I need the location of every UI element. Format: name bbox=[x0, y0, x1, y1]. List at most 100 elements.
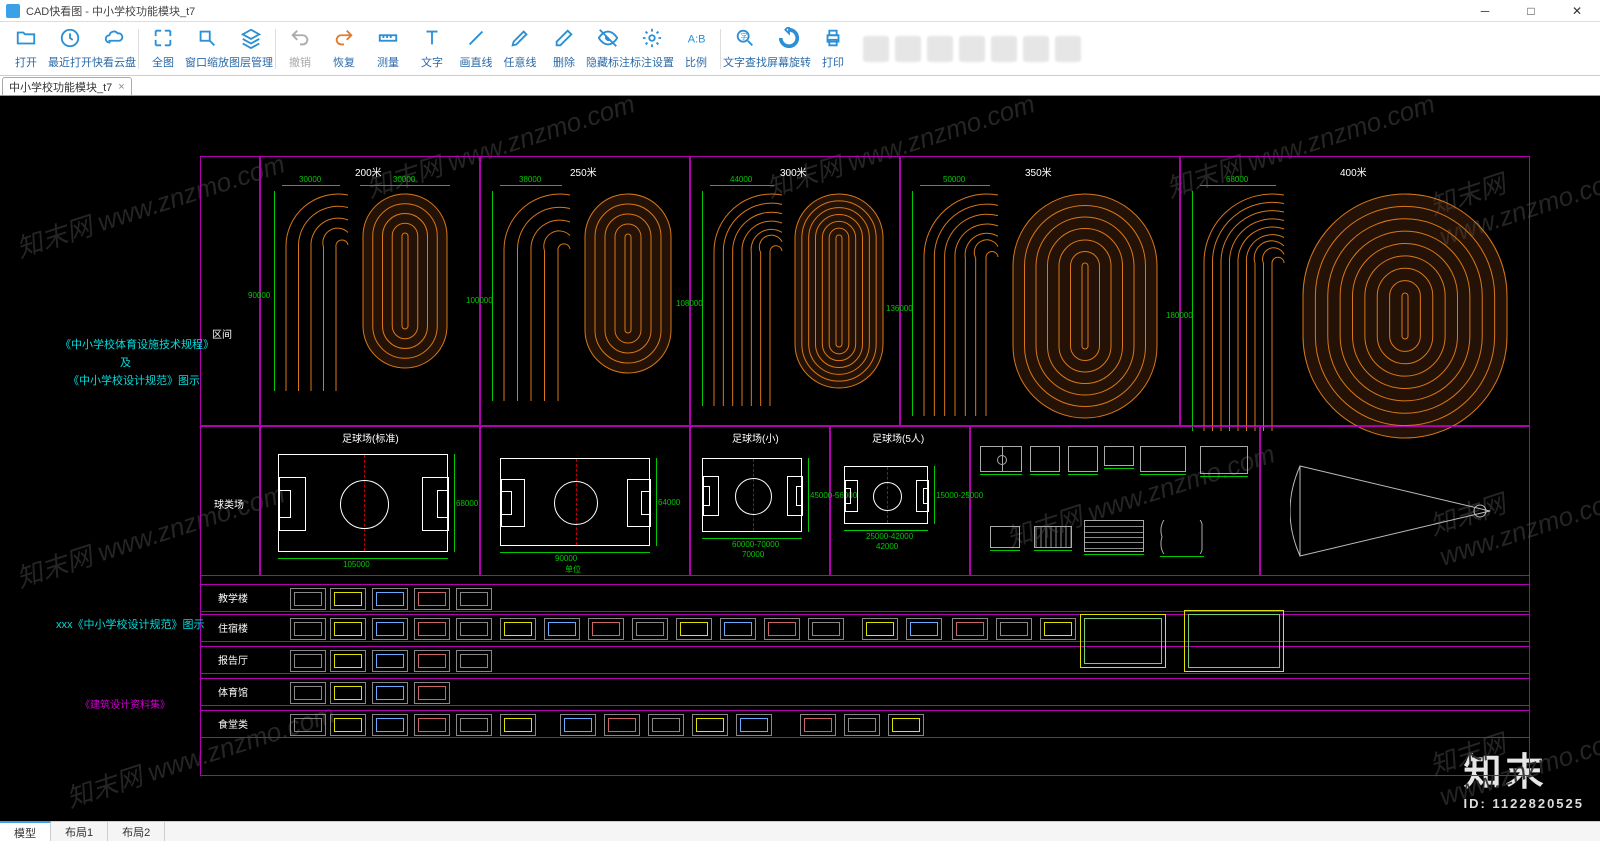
open-button[interactable]: 打开 bbox=[4, 24, 48, 74]
thumbnail bbox=[632, 618, 668, 640]
annotset-button[interactable]: 标注设置 bbox=[630, 24, 674, 74]
undo-button[interactable]: 撤销 bbox=[278, 24, 322, 74]
toolbar-label: 全图 bbox=[152, 54, 174, 70]
findtext-button[interactable]: 字文字查找 bbox=[723, 24, 767, 74]
measure-button[interactable]: 测量 bbox=[366, 24, 410, 74]
thumbnail bbox=[500, 714, 536, 736]
redo-icon bbox=[333, 27, 355, 52]
eraser-icon bbox=[553, 27, 575, 52]
zoomwin-icon bbox=[196, 27, 218, 52]
layout-tab-1[interactable]: 布局1 bbox=[51, 822, 108, 841]
thumbnail bbox=[414, 682, 450, 704]
ratio-button[interactable]: A:B 比例 bbox=[674, 24, 718, 74]
thumbnail bbox=[456, 714, 492, 736]
soccer-field bbox=[278, 454, 448, 552]
eyeoff-icon bbox=[597, 27, 619, 52]
soccer-field bbox=[702, 458, 802, 532]
toolbar-label: 标注设置 bbox=[630, 54, 674, 70]
layers-icon bbox=[240, 27, 262, 52]
redo-button[interactable]: 恢复 bbox=[322, 24, 366, 74]
delete-button[interactable]: 删除 bbox=[542, 24, 586, 74]
thumbnail bbox=[1040, 618, 1076, 640]
winzoom-button[interactable]: 窗口缩放 bbox=[185, 24, 229, 74]
toolbar-label: 画直线 bbox=[460, 54, 493, 70]
thumbnail bbox=[456, 650, 492, 672]
layout-tab-2[interactable]: 布局2 bbox=[108, 822, 165, 841]
recent-button[interactable]: 最近打开 bbox=[48, 24, 92, 74]
main-toolbar: 打开最近打开快看云盘全图窗口缩放图层管理撤销恢复 测量文字画直线任意线删除隐藏标注… bbox=[0, 22, 1600, 76]
court-volley bbox=[1068, 446, 1098, 472]
document-tabbar: 中小学校功能模块_t7 × bbox=[0, 76, 1600, 96]
tab-close-icon[interactable]: × bbox=[118, 81, 124, 93]
thumbnail bbox=[692, 714, 728, 736]
print-button[interactable]: 打印 bbox=[811, 24, 855, 74]
layers-button[interactable]: 图层管理 bbox=[229, 24, 273, 74]
thumbnail bbox=[372, 650, 408, 672]
toolbar-label: 删除 bbox=[553, 54, 575, 70]
expand-icon bbox=[152, 27, 174, 52]
thumbnail bbox=[996, 618, 1032, 640]
thumbnail bbox=[372, 618, 408, 640]
thumbnail bbox=[952, 618, 988, 640]
thumbnail bbox=[456, 588, 492, 610]
thumbnail bbox=[648, 714, 684, 736]
undo-icon bbox=[289, 27, 311, 52]
thumbnail bbox=[290, 714, 326, 736]
text-icon bbox=[421, 27, 443, 52]
toolbar-label: 比例 bbox=[685, 54, 707, 70]
hideannot-button[interactable]: 隐藏标注 bbox=[586, 24, 630, 74]
thumbnail bbox=[456, 618, 492, 640]
thumbnail bbox=[290, 618, 326, 640]
rotate-button[interactable]: 屏幕旋转 bbox=[767, 24, 811, 74]
thumbnail bbox=[544, 618, 580, 640]
window-title: CAD快看图 - 中小学校功能模块_t7 bbox=[26, 3, 195, 19]
thumbnail bbox=[414, 588, 450, 610]
court-badm bbox=[1104, 446, 1134, 466]
freeline-button[interactable]: 任意线 bbox=[498, 24, 542, 74]
thumbnail bbox=[290, 650, 326, 672]
document-tab-label: 中小学校功能模块_t7 bbox=[9, 79, 112, 95]
close-button[interactable]: ✕ bbox=[1554, 0, 1600, 22]
rotate-icon bbox=[778, 27, 800, 52]
thumbnail bbox=[736, 714, 772, 736]
toolbar-label: 任意线 bbox=[504, 54, 537, 70]
court-misc bbox=[1140, 446, 1186, 472]
ratio-icon: A:B bbox=[685, 27, 707, 52]
layout-tab-0[interactable]: 模型 bbox=[0, 821, 51, 841]
minimize-button[interactable]: ─ bbox=[1462, 0, 1508, 22]
thumbnail bbox=[414, 650, 450, 672]
thumbnail bbox=[330, 682, 366, 704]
ruler-icon bbox=[377, 27, 399, 52]
court-pool bbox=[1084, 520, 1144, 552]
thumbnail bbox=[808, 618, 844, 640]
text-button[interactable]: 文字 bbox=[410, 24, 454, 74]
thumbnail bbox=[330, 714, 366, 736]
document-tab[interactable]: 中小学校功能模块_t7 × bbox=[2, 77, 132, 95]
print-icon bbox=[822, 27, 844, 52]
maximize-button[interactable]: □ bbox=[1508, 0, 1554, 22]
drawing-canvas[interactable]: 知末 ID: 1122820525 知末网 www.znzmo.com知末网 w… bbox=[0, 96, 1600, 821]
toolbar-label: 恢复 bbox=[333, 54, 355, 70]
soccer-field bbox=[500, 458, 650, 546]
court-misc bbox=[1200, 446, 1248, 474]
toolbar-label: 文字查找 bbox=[723, 54, 767, 70]
toolbar-label: 图层管理 bbox=[229, 54, 273, 70]
thumbnail bbox=[290, 682, 326, 704]
thumbnail bbox=[720, 618, 756, 640]
court-basket bbox=[980, 446, 1022, 472]
cloud-button[interactable]: 快看云盘 bbox=[92, 24, 136, 74]
folder-icon bbox=[15, 27, 37, 52]
court-sector bbox=[1160, 520, 1204, 554]
thumbnail bbox=[588, 618, 624, 640]
toolbar-label: 测量 bbox=[377, 54, 399, 70]
toolbar-label: 最近打开 bbox=[48, 54, 92, 70]
thumbnail bbox=[604, 714, 640, 736]
thumbnail bbox=[844, 714, 880, 736]
full-button[interactable]: 全图 bbox=[141, 24, 185, 74]
line-button[interactable]: 画直线 bbox=[454, 24, 498, 74]
thumbnail bbox=[500, 618, 536, 640]
court-rect bbox=[990, 526, 1020, 548]
thumbnail bbox=[800, 714, 836, 736]
thumbnail bbox=[414, 714, 450, 736]
cloud-icon bbox=[103, 27, 125, 52]
